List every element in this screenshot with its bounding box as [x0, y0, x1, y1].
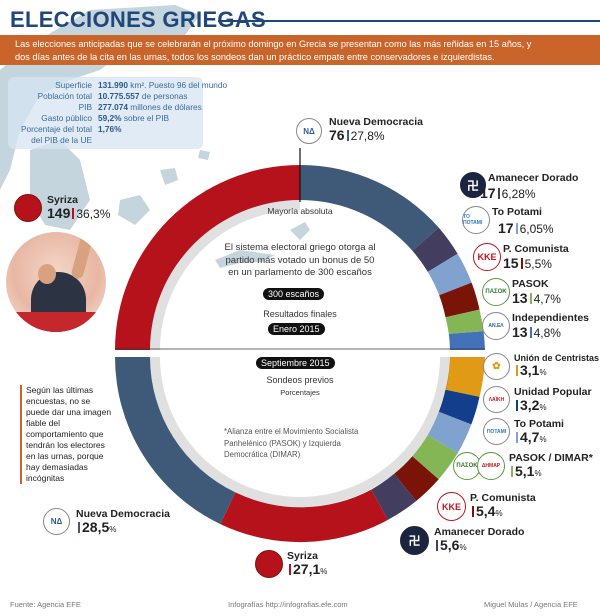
page-title: ELECCIONES GRIEGAS [10, 7, 266, 32]
syriza-logo-icon [255, 550, 283, 578]
bonus-explanation: El sistema electoral griego otorga al pa… [224, 242, 376, 278]
pasok-logo-icon: ΠΑΣΟΚ [453, 452, 481, 480]
polls-date-badge: Septiembre 2015 [256, 357, 335, 369]
golden-dawn-logo-icon: 卍 [460, 172, 486, 198]
independent-greeks-logo-icon: ΑΝ.ΕΛ [482, 312, 510, 340]
majority-label: Mayoría absoluta [267, 206, 333, 216]
centrists-union-logo-icon: ✿ [483, 353, 510, 380]
popular-unity-logo-icon: ΛΑΪΚΗ [483, 386, 510, 413]
candidate-photo [6, 232, 106, 332]
syriza-logo-icon [14, 194, 42, 222]
polls-sep-2015-ring [114, 357, 485, 543]
to-potami-logo-icon: TO ΠΟΤΑΜΙ [462, 206, 490, 234]
footer-site-link[interactable]: Infografías http://infografias.efe.com [228, 600, 348, 609]
country-stats-box: Superficie 131.990 km². Puesto 96 del mu… [8, 77, 227, 149]
polls-label: Sondeos previos [266, 375, 334, 385]
polls-uncertainty-note: Según las últimas encuestas, no se puede… [20, 385, 115, 484]
title-divider [218, 20, 600, 22]
nd-logo-icon: NΔ [43, 508, 70, 535]
intro-line-1: Las elecciones anticipadas que se celebr… [15, 39, 532, 49]
kke-logo-icon: KKE [473, 243, 501, 271]
to-potami-logo-icon: ΠΟΤΑΜΙ [483, 418, 510, 445]
nd-logo-icon: NΔ [296, 118, 322, 144]
results-date-badge: Enero 2015 [268, 323, 325, 335]
golden-dawn-logo-icon: 卍 [400, 526, 429, 555]
kke-logo-icon: KKE [437, 492, 466, 521]
polls-sublabel: Porcentajes [280, 388, 320, 397]
intro-banner: Las elecciones anticipadas que se celebr… [0, 35, 600, 65]
seats-badge: 300 escaños [263, 288, 325, 300]
pasok-logo-icon: ΠΑΣΟΚ [482, 278, 510, 306]
footer-source: Fuente: Agencia EFE [10, 600, 81, 609]
dimar-logo-icon: ΔΗΜΑΡ [477, 452, 505, 480]
intro-line-2: dos días antes de la cita en las urnas, … [15, 51, 495, 62]
results-label: Resultados finales [263, 309, 337, 319]
pasok-dimar-footnote: *Alianza entre el Movimiento Socialista … [224, 427, 359, 459]
results-jan-2015-ring [115, 165, 485, 350]
footer-author: Miguel Mulas / Agencia EFE [484, 600, 578, 609]
